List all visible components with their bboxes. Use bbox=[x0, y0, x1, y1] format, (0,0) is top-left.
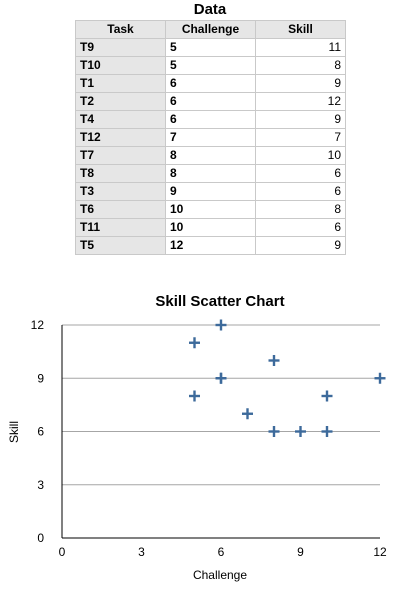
column-header-challenge: Challenge bbox=[165, 20, 256, 39]
table-row: T5 12 9 bbox=[75, 236, 346, 255]
skill-cell: 6 bbox=[255, 164, 346, 183]
x-axis-label: Challenge bbox=[193, 568, 247, 582]
task-cell: T7 bbox=[75, 146, 166, 165]
data-point bbox=[215, 319, 227, 331]
challenge-cell: 6 bbox=[165, 110, 256, 129]
data-point bbox=[215, 372, 227, 384]
skill-cell: 8 bbox=[255, 56, 346, 75]
challenge-cell: 10 bbox=[165, 200, 256, 219]
table-row: T1 6 9 bbox=[75, 74, 346, 93]
table-row: T10 5 8 bbox=[75, 56, 346, 75]
task-cell: T5 bbox=[75, 236, 166, 255]
y-tick-label: 6 bbox=[37, 425, 44, 439]
skill-cell: 6 bbox=[255, 182, 346, 201]
x-tick-label: 12 bbox=[373, 545, 387, 559]
skill-cell: 9 bbox=[255, 236, 346, 255]
table-row: T7 8 10 bbox=[75, 146, 346, 165]
y-axis-label: Skill bbox=[7, 421, 21, 443]
data-table: Task Challenge Skill T9 5 11 T10 5 8 T1 6 9 T2 6 12… bbox=[75, 20, 346, 255]
scatter-chart: Skill Scatter Chart 0 3 6 9 12 0 3 6 9 12 Challen… bbox=[7, 293, 387, 582]
data-point bbox=[374, 372, 386, 384]
data-point bbox=[321, 390, 333, 402]
y-tick-label: 9 bbox=[37, 371, 44, 385]
task-cell: T8 bbox=[75, 164, 166, 183]
x-tick-label: 0 bbox=[59, 545, 66, 559]
table-row: T12 7 7 bbox=[75, 128, 346, 147]
x-tick-label: 3 bbox=[138, 545, 145, 559]
tick-labels: 0 3 6 9 12 0 3 6 9 12 bbox=[31, 318, 387, 559]
column-header-skill: Skill bbox=[255, 20, 346, 39]
skill-cell: 8 bbox=[255, 200, 346, 219]
table-row: T9 5 11 bbox=[75, 38, 346, 57]
table-row: T8 8 6 bbox=[75, 164, 346, 183]
column-header-task: Task bbox=[75, 20, 166, 39]
axes bbox=[61, 325, 380, 539]
skill-cell: 9 bbox=[255, 110, 346, 129]
gridlines bbox=[62, 324, 380, 486]
challenge-cell: 5 bbox=[165, 56, 256, 75]
data-point bbox=[189, 390, 200, 402]
challenge-cell: 5 bbox=[165, 38, 256, 57]
y-tick-label: 3 bbox=[37, 478, 44, 492]
table-title: Data bbox=[193, 1, 227, 18]
task-cell: T12 bbox=[75, 128, 166, 147]
table-row: T3 9 6 bbox=[75, 182, 346, 201]
table-row: T4 6 9 bbox=[75, 110, 346, 129]
x-tick-label: 9 bbox=[297, 545, 304, 559]
challenge-cell: 6 bbox=[165, 74, 256, 93]
data-point bbox=[189, 337, 200, 349]
challenge-cell: 9 bbox=[165, 182, 256, 201]
y-tick-label: 12 bbox=[31, 318, 45, 332]
table-header-row: Task Challenge Skill bbox=[75, 20, 346, 39]
table-row: T2 6 12 bbox=[75, 92, 346, 111]
chart-title: Skill Scatter Chart bbox=[155, 293, 284, 310]
table-row: T6 10 8 bbox=[75, 200, 346, 219]
data-point bbox=[321, 426, 333, 437]
skill-cell: 7 bbox=[255, 128, 346, 147]
task-cell: T2 bbox=[75, 92, 166, 111]
challenge-cell: 12 bbox=[165, 236, 256, 255]
challenge-cell: 7 bbox=[165, 128, 256, 147]
task-cell: T9 bbox=[75, 38, 166, 57]
skill-cell: 11 bbox=[255, 38, 346, 57]
task-cell: T11 bbox=[75, 218, 166, 237]
table-body: T9 5 11 T10 5 8 T1 6 9 T2 6 12 T4 6 9 T12 7 7 T7 8 10 T8 8 6 T3 9… bbox=[75, 38, 346, 255]
skill-cell: 10 bbox=[255, 146, 346, 165]
skill-cell: 9 bbox=[255, 74, 346, 93]
y-tick-label: 0 bbox=[37, 531, 44, 545]
challenge-cell: 8 bbox=[165, 146, 256, 165]
data-point bbox=[268, 426, 280, 437]
task-cell: T4 bbox=[75, 110, 166, 129]
data-point bbox=[268, 355, 280, 366]
table-row: T11 10 6 bbox=[75, 218, 346, 237]
task-cell: T6 bbox=[75, 200, 166, 219]
task-cell: T3 bbox=[75, 182, 166, 201]
task-cell: T1 bbox=[75, 74, 166, 93]
skill-cell: 6 bbox=[255, 218, 346, 237]
challenge-cell: 8 bbox=[165, 164, 256, 183]
challenge-cell: 6 bbox=[165, 92, 256, 111]
challenge-cell: 10 bbox=[165, 218, 256, 237]
x-tick-label: 6 bbox=[218, 545, 225, 559]
task-cell: T10 bbox=[75, 56, 166, 75]
skill-cell: 12 bbox=[255, 92, 346, 111]
data-points bbox=[189, 319, 386, 437]
data-point bbox=[242, 408, 253, 420]
data-point bbox=[295, 426, 306, 437]
